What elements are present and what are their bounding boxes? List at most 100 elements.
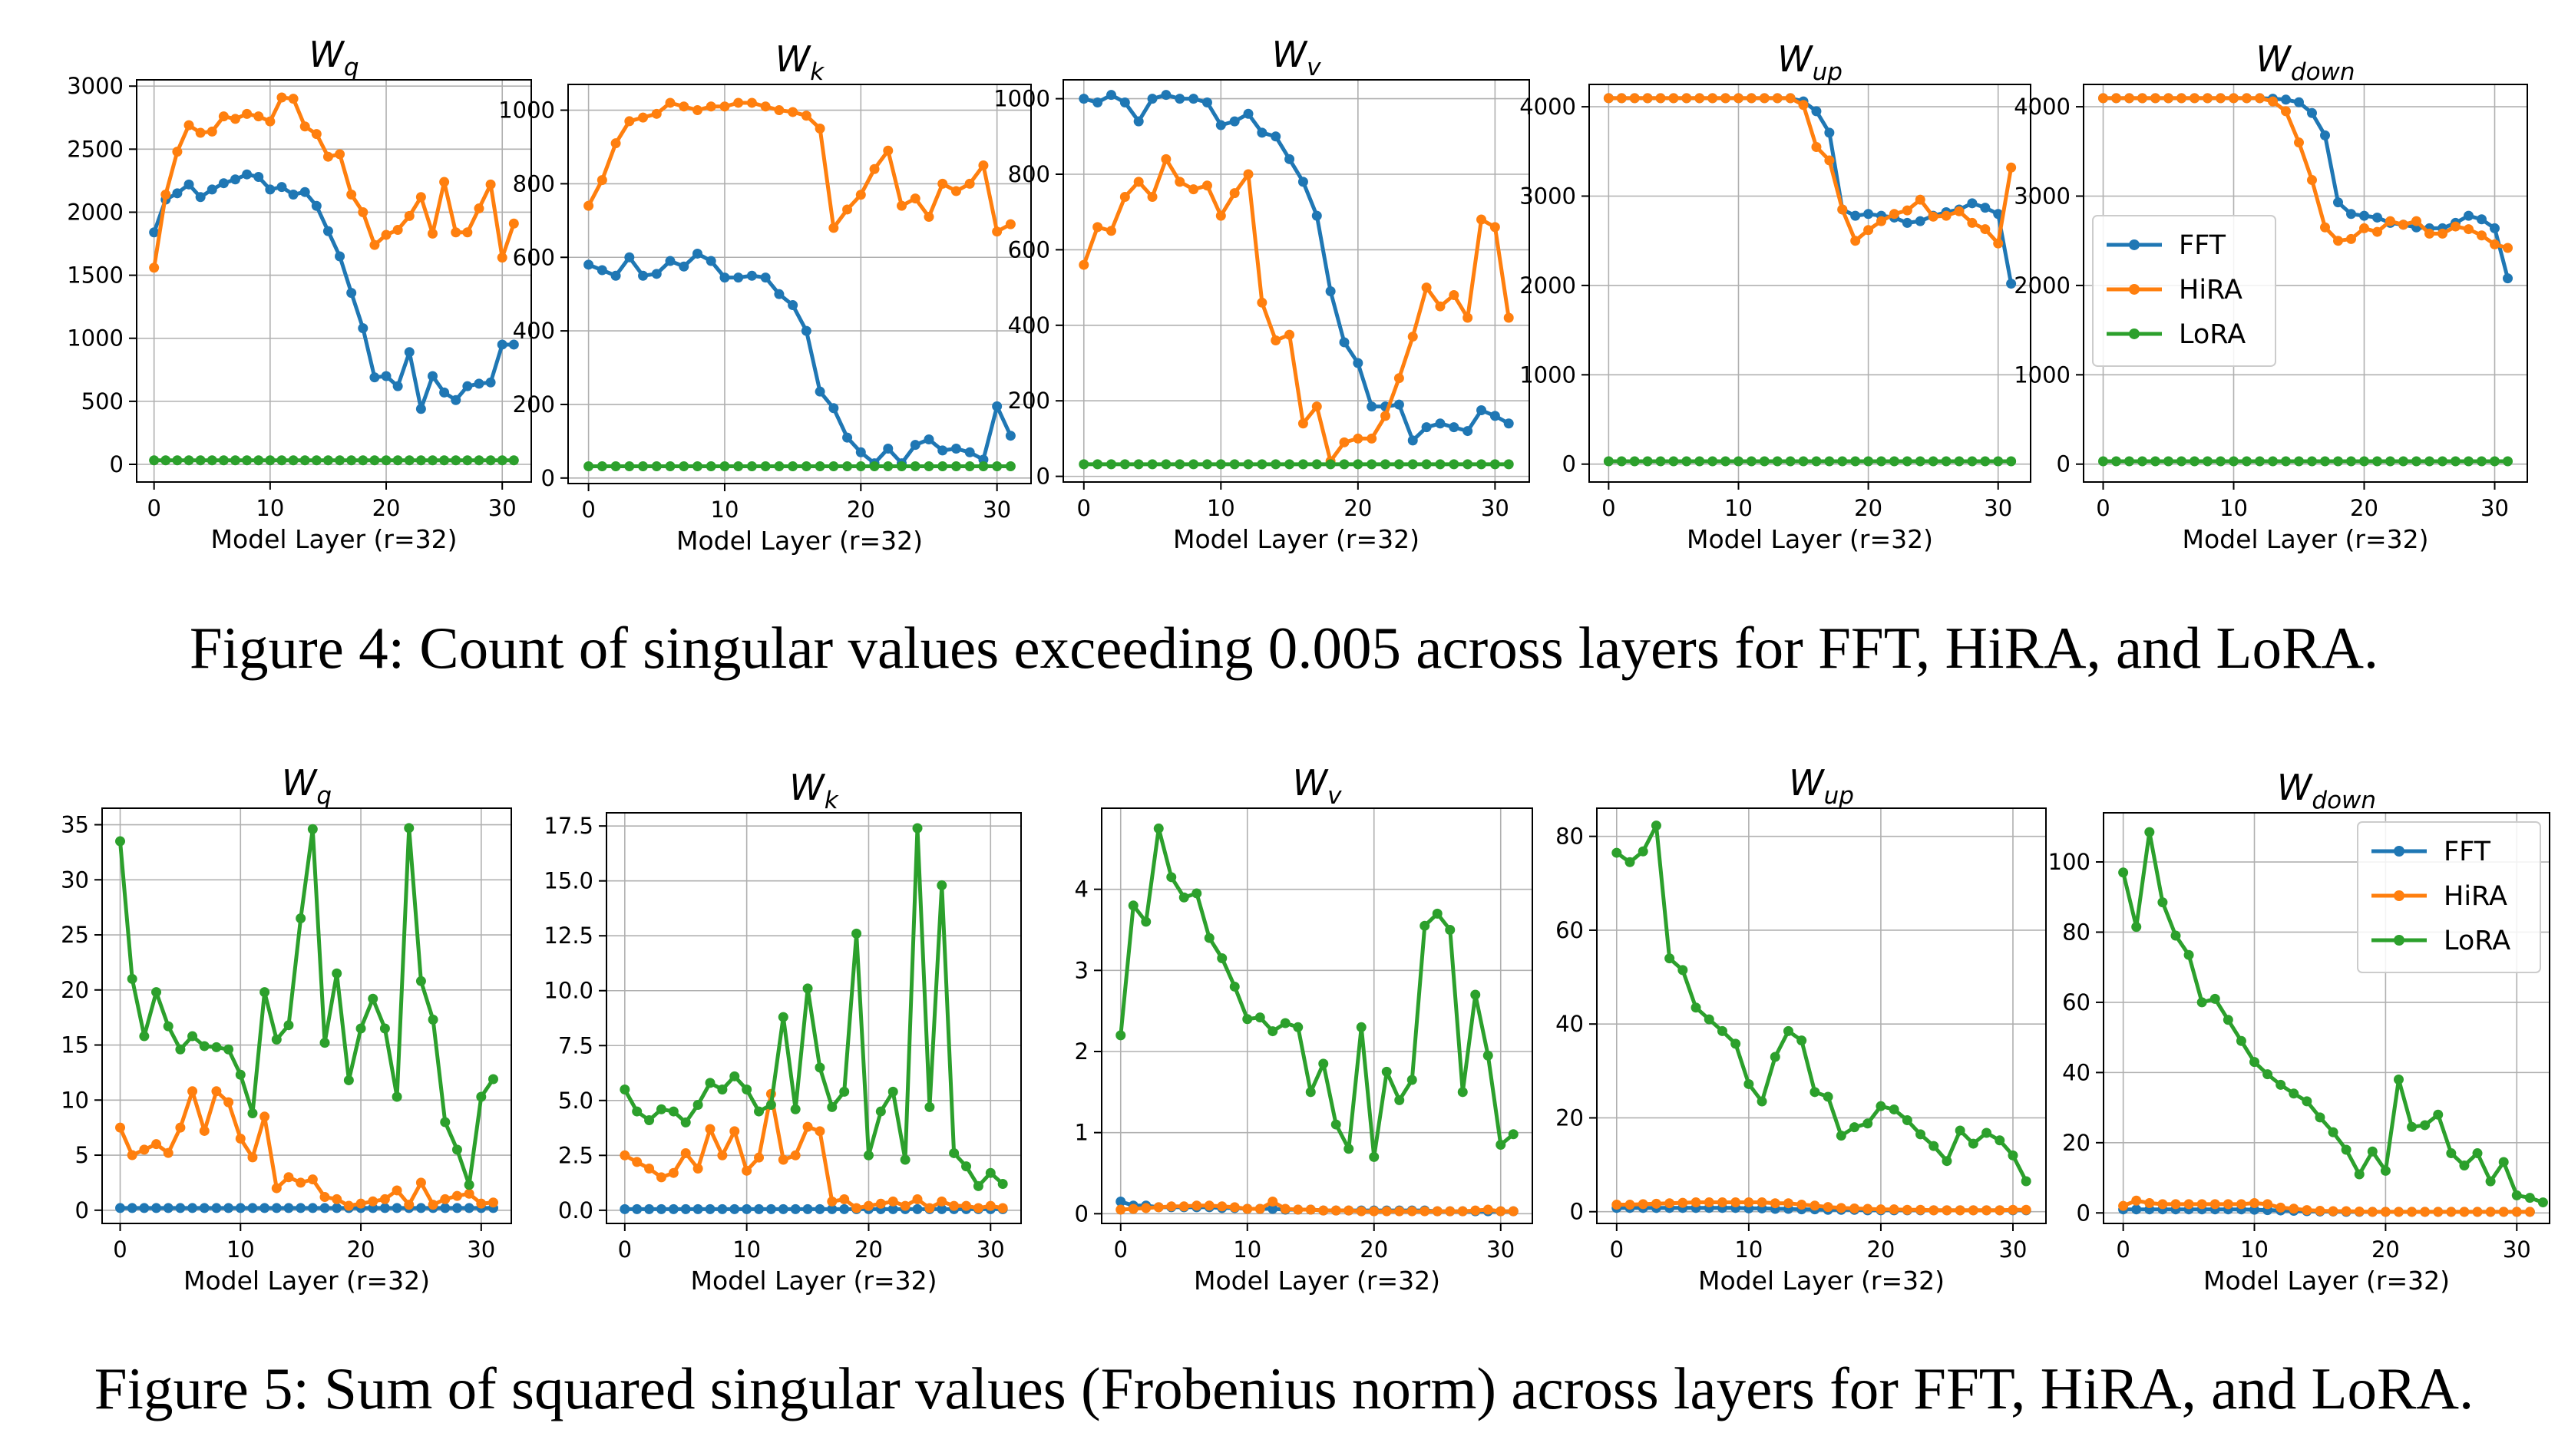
series-hira-point <box>1406 1206 1417 1217</box>
series-hira-point <box>2420 1207 2431 1217</box>
series-lora-point <box>1638 846 1648 857</box>
series-hira-point <box>638 112 649 123</box>
axes-frame <box>136 79 532 483</box>
y-tick-label: 0 <box>2077 1200 2090 1226</box>
series-hira-point <box>1942 1205 1952 1216</box>
y-tick-label: 7.5 <box>558 1032 593 1058</box>
axes-frame <box>567 84 1032 484</box>
series-fft-point <box>692 1203 703 1214</box>
series-hira-point <box>1785 93 1796 104</box>
series-lora-point <box>2380 1165 2391 1176</box>
series-lora-point <box>358 455 369 466</box>
series-hira-point <box>319 1192 330 1203</box>
series-hira-point <box>651 108 662 119</box>
series-fft-point <box>195 192 206 203</box>
y-tick-label: 800 <box>1008 161 1050 187</box>
series-lora-point <box>440 1117 451 1127</box>
series-fft-point <box>332 1203 342 1213</box>
series-hira-point <box>428 228 438 239</box>
series-lora-point <box>1318 1058 1329 1069</box>
series-lora-point <box>1733 456 1743 467</box>
series-lora-point <box>1863 456 1874 467</box>
series-hira-point <box>1166 1201 1177 1212</box>
series-lora-point <box>692 1100 703 1111</box>
series-hira-point <box>2131 1195 2142 1206</box>
y-tick-label: 0 <box>75 1197 89 1223</box>
series-lora-point <box>961 1161 972 1172</box>
series-hira-point <box>235 1134 246 1144</box>
series-hira-point <box>1616 93 1627 104</box>
chart-title: Wv <box>1293 762 1342 810</box>
series-fft-point <box>319 1203 330 1213</box>
series-lora-point <box>2498 1157 2509 1167</box>
series-hira-point <box>1967 217 1978 228</box>
chart-title: Wk <box>789 767 838 814</box>
y-tick-label: 400 <box>513 318 555 344</box>
series-fft-point <box>1119 97 1130 108</box>
series-lora-point <box>1942 1156 1952 1167</box>
series-hira-point <box>2289 1203 2299 1214</box>
series-fft-point <box>1161 90 1172 101</box>
series-hira-point <box>624 116 635 127</box>
series-hira-point <box>610 138 621 149</box>
series-lora-point <box>163 1021 174 1032</box>
series-fft-point <box>1175 94 1185 104</box>
series-lora-point <box>276 455 287 466</box>
series-hira-point <box>1889 209 1899 220</box>
series-lora-point <box>765 1100 776 1111</box>
series-lora-point <box>355 1023 366 1034</box>
series-fft-point <box>815 386 825 397</box>
series-lora-point <box>381 455 392 466</box>
series-hira-point <box>199 1125 210 1136</box>
series-fft-point <box>381 371 392 381</box>
series-lora-point <box>1215 459 1226 470</box>
series-hira-point <box>1757 1197 1767 1207</box>
series-fft-point <box>149 227 160 238</box>
series-fft-point <box>1462 426 1473 437</box>
x-tick-label: 30 <box>488 495 517 521</box>
legend-box <box>2357 821 2541 973</box>
series-lora-point <box>1201 459 1212 470</box>
series-lora-point <box>1757 1096 1767 1107</box>
series-fft-point <box>1188 94 1199 104</box>
y-tick-label: 2.5 <box>558 1142 593 1168</box>
series-lora-point <box>2537 1197 2548 1208</box>
series-lora-point <box>160 455 171 466</box>
series-hira-point <box>183 120 194 130</box>
x-tick-label: 10 <box>1724 495 1753 521</box>
figure-5-caption: Figure 5: Sum of squared singular values… <box>94 1355 2474 1421</box>
y-tick-label: 40 <box>1555 1011 1584 1037</box>
series-fft-point <box>223 1203 234 1213</box>
series-hira-point <box>311 129 322 140</box>
series-lora-point <box>2524 1193 2535 1203</box>
series-lora-point <box>1651 820 1661 831</box>
series-lora-point <box>1204 933 1215 943</box>
series-lora-point <box>2203 456 2213 467</box>
series-lora-point <box>2006 456 2017 467</box>
x-tick-label: 20 <box>372 495 401 521</box>
series-fft-point <box>151 1203 162 1213</box>
series-lora-point <box>1153 823 1164 834</box>
y-tick-label: 0 <box>2057 451 2071 477</box>
series-hira-point <box>299 121 310 132</box>
series-hira-point <box>1215 210 1226 221</box>
series-hira-point <box>2472 1207 2483 1217</box>
series-hira-point <box>2262 1199 2273 1210</box>
series-hira-point <box>2498 1207 2509 1217</box>
series-fft-point <box>883 443 894 454</box>
series-fft-point <box>680 1203 691 1214</box>
series-hira-point <box>1980 224 1991 235</box>
series-fft-point <box>462 381 473 391</box>
series-lora-point <box>1421 459 1432 470</box>
series-hira-point <box>2098 93 2108 104</box>
series-hira-point <box>1420 1206 1430 1217</box>
x-axis-label: Model Layer (r=32) <box>1173 524 1420 554</box>
series-hira-point <box>1432 1206 1443 1217</box>
x-axis-label: Model Layer (r=32) <box>1194 1266 1440 1296</box>
series-lora-point <box>2459 1161 2470 1171</box>
y-tick-label: 100 <box>2048 849 2090 875</box>
series-lora-point <box>2333 456 2343 467</box>
series-lora-point <box>1824 456 1835 467</box>
series-lora-point <box>175 1044 186 1055</box>
series-hira-point <box>2183 1199 2194 1210</box>
